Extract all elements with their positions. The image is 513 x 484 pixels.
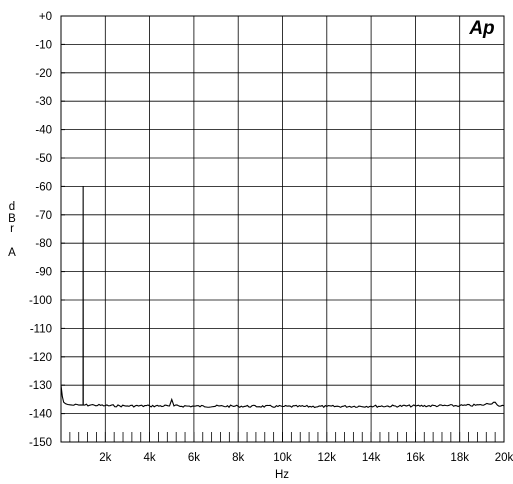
plot-frame: [60, 15, 505, 443]
y-axis-title: d B r A: [8, 201, 16, 259]
ap-logo-text: Ap: [468, 18, 494, 39]
y-tick-label: -120: [29, 352, 52, 364]
y-tick-label: -140: [29, 409, 52, 421]
series: [60, 186, 505, 409]
x-tick-labels: 2k 4k 6k 8k 10k 12k 14k 16k 18k 20k: [99, 452, 513, 464]
y-tick-label: -30: [35, 96, 52, 108]
x-tick-label: 18k: [450, 452, 469, 464]
x-tick-label: 10k: [273, 452, 292, 464]
ap-logo: Ap: [468, 18, 494, 39]
y-tick-label: -60: [35, 181, 52, 193]
y-axis-title-char: d: [9, 201, 15, 213]
x-tick-label: 14k: [362, 452, 381, 464]
x-tick-label: 4k: [144, 452, 156, 464]
y-tick-label: -90: [35, 267, 52, 279]
y-tick-label: -50: [35, 153, 52, 165]
y-tick-label: -110: [30, 323, 52, 335]
y-tick-labels: +0 -10 -20 -30 -40 -50 -60 -70 -80 -90 -100 -110 -12…: [29, 11, 52, 449]
x-tick-label: 16k: [406, 452, 425, 464]
y-tick-label: -70: [35, 210, 52, 222]
x-tick-label: 20k: [495, 452, 513, 464]
y-axis-title-char: A: [8, 247, 16, 259]
y-tick-label: -20: [35, 68, 52, 80]
x-tick-label: 8k: [232, 452, 244, 464]
y-tick-label: -80: [35, 238, 52, 250]
x-axis-title: Hz: [275, 469, 289, 481]
x-tick-label: 2k: [99, 452, 111, 464]
x-minor-ticks: [69, 432, 496, 442]
y-tick-label: -130: [29, 380, 52, 392]
y-tick-label: -40: [35, 125, 52, 137]
x-tick-label: 6k: [188, 452, 200, 464]
y-tick-label: -100: [29, 295, 52, 307]
x-tick-label: 12k: [318, 452, 337, 464]
y-tick-label: +0: [39, 11, 52, 23]
y-axis-title-char: r: [10, 223, 14, 235]
y-tick-label: -150: [29, 437, 52, 449]
y-axis-title-char: B: [8, 213, 16, 225]
series-line: [60, 186, 505, 409]
grid: [61, 15, 505, 443]
y-tick-label: -10: [35, 39, 52, 51]
